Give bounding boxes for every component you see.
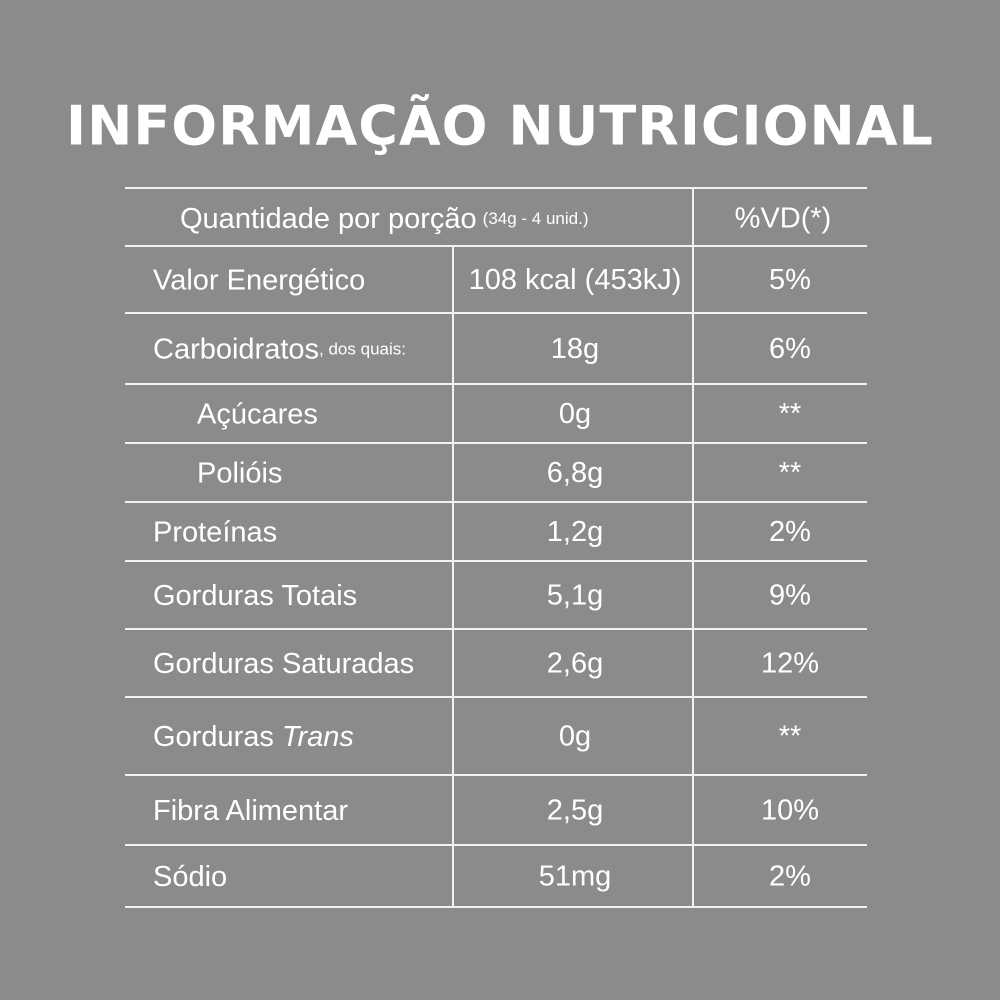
- nutrient-text: Sódio: [153, 861, 227, 893]
- nutrient-text: Polióis: [197, 457, 282, 489]
- amount: 51mg: [539, 861, 612, 893]
- header-dv: %VD(*): [735, 203, 832, 235]
- nutrient-name: Gorduras Totais: [153, 580, 357, 612]
- nutrient-name: Carboidratos, dos quais:: [153, 333, 406, 365]
- nutrient-name: Proteínas: [153, 516, 277, 548]
- header-label: Quantidade por porção (34g - 4 unid.): [180, 203, 589, 235]
- nutrient-name: Valor Energético: [153, 264, 365, 296]
- daily-value: 6%: [769, 333, 811, 365]
- nutrient-name: Fibra Alimentar: [153, 795, 348, 827]
- amount: 108 kcal (453kJ): [469, 264, 682, 296]
- daily-value: **: [779, 398, 802, 430]
- nutrient-name: Polióis: [197, 457, 282, 489]
- nutrient-text: Valor Energético: [153, 264, 365, 296]
- table-lines: [125, 187, 867, 908]
- serving-size: (34g - 4 unid.): [483, 209, 589, 228]
- amount: 1,2g: [547, 516, 603, 548]
- nutrient-note: , dos quais:: [319, 340, 406, 359]
- daily-value: 12%: [761, 648, 819, 680]
- amount: 0g: [559, 398, 591, 430]
- header-text: Quantidade por porção: [180, 203, 477, 235]
- nutrient-text: Carboidratos: [153, 333, 319, 365]
- amount: 2,5g: [547, 795, 603, 827]
- amount: 18g: [551, 333, 599, 365]
- daily-value: 2%: [769, 861, 811, 893]
- nutrient-text: Gorduras: [153, 721, 274, 753]
- daily-value: **: [779, 457, 802, 489]
- nutrient-name: Gorduras Saturadas: [153, 648, 414, 680]
- amount: 6,8g: [547, 457, 603, 489]
- daily-value: 5%: [769, 264, 811, 296]
- daily-value: 2%: [769, 516, 811, 548]
- table-rows: Valor Energético 108 kcal (453kJ) 5% Carboi…: [153, 264, 819, 893]
- nutrient-text: Proteínas: [153, 516, 277, 548]
- nutrient-name: Gorduras Trans: [153, 721, 354, 753]
- amount: 2,6g: [547, 648, 603, 680]
- nutrient-name: Sódio: [153, 861, 227, 893]
- daily-value: 10%: [761, 795, 819, 827]
- amount: 5,1g: [547, 580, 603, 612]
- nutrient-text: Gorduras Totais: [153, 580, 357, 612]
- daily-value: **: [779, 721, 802, 753]
- daily-value: 9%: [769, 580, 811, 612]
- title: INFORMAÇÃO NUTRICIONAL: [66, 95, 934, 158]
- nutrient-name: Açúcares: [197, 398, 318, 430]
- amount: 0g: [559, 721, 591, 753]
- nutrient-text: Fibra Alimentar: [153, 795, 348, 827]
- nutrient-text: Gorduras Saturadas: [153, 648, 414, 680]
- nutrient-text: Açúcares: [197, 398, 318, 430]
- nutrient-italic: Trans: [282, 721, 354, 753]
